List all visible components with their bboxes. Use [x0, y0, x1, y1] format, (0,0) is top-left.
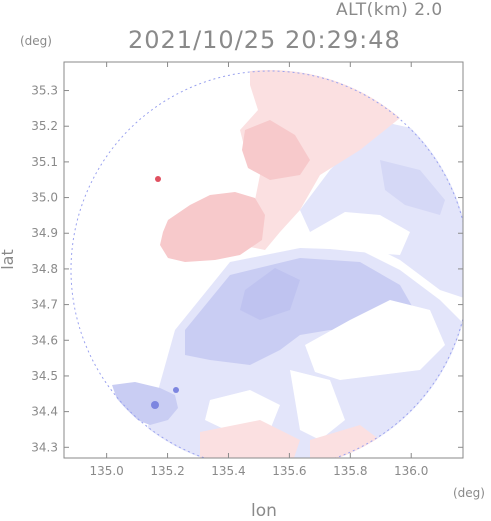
- y-unit-label: (deg): [20, 34, 52, 48]
- negative-echo-northeast: [300, 120, 463, 300]
- positive-echo-west: [160, 192, 265, 262]
- x-axis-ticks: 135.0 135.2 135.4 135.6 135.8 136.0: [89, 62, 428, 478]
- negative-echo-spot-2: [173, 387, 179, 393]
- positive-echo-north-strong: [242, 120, 310, 180]
- x-tick-label: 136.0: [394, 464, 428, 478]
- x-tick-label: 135.4: [211, 464, 245, 478]
- y-tick-label: 34.8: [31, 262, 58, 276]
- y-tick-label: 35.3: [31, 84, 58, 98]
- x-axis-label: lon: [251, 501, 277, 521]
- negative-echo-south-strong: [185, 258, 420, 365]
- negative-echo-northeast-strong: [380, 160, 445, 215]
- x-tick-label: 135.0: [89, 464, 123, 478]
- y-tick-label: 35.0: [31, 191, 58, 205]
- clear-patch-ne: [310, 212, 410, 255]
- y-tick-label: 34.9: [31, 226, 58, 240]
- positive-echo-dot: [155, 176, 161, 182]
- y-tick-label: 34.4: [31, 405, 58, 419]
- y-tick-label: 34.7: [31, 298, 58, 312]
- y-tick-label: 35.1: [31, 155, 58, 169]
- x-unit-label: (deg): [453, 486, 485, 500]
- y-axis-ticks: 34.3 34.4 34.5 34.6 34.7 34.8 34.9 35.0 35.1 35.2…: [31, 84, 463, 454]
- negative-echo-spot: [151, 401, 159, 409]
- altitude-label: ALT(km) 2.0: [336, 0, 443, 20]
- clear-patch-1: [305, 300, 445, 380]
- negative-echo-coast: [112, 382, 178, 425]
- negative-echo-core: [240, 268, 300, 320]
- x-tick-label: 135.8: [333, 464, 367, 478]
- y-tick-label: 35.2: [31, 119, 58, 133]
- x-tick-label: 135.2: [150, 464, 184, 478]
- y-tick-label: 34.6: [31, 333, 58, 347]
- radar-echo-field: [70, 70, 463, 458]
- positive-echo-north: [240, 70, 410, 250]
- chart-title-timestamp: 2021/10/25 20:29:48: [128, 26, 401, 54]
- plot-frame: [63, 61, 464, 459]
- positive-echo-south-2: [310, 425, 380, 458]
- x-tick-label: 135.6: [272, 464, 306, 478]
- y-tick-label: 34.3: [31, 440, 58, 454]
- y-tick-label: 34.5: [31, 369, 58, 383]
- clear-patch-2: [290, 370, 345, 440]
